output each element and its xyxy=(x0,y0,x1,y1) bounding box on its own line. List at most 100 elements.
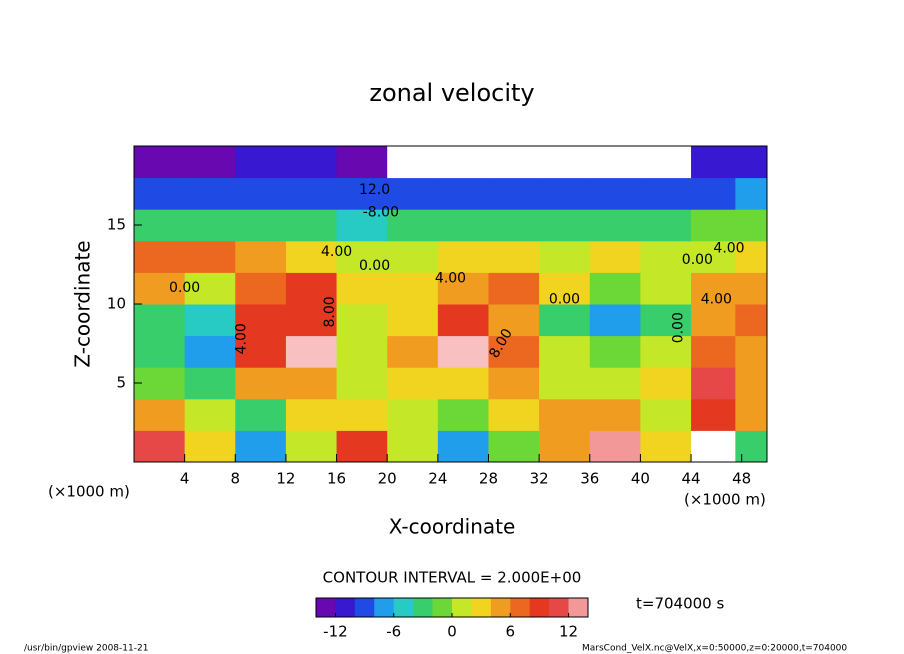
cell xyxy=(235,398,287,431)
cell xyxy=(184,240,236,273)
cell xyxy=(134,335,186,368)
colorbar-segment xyxy=(374,598,395,617)
cell xyxy=(589,304,641,337)
x-tick-label: 48 xyxy=(732,470,751,488)
cell xyxy=(387,367,439,400)
cell xyxy=(589,398,641,431)
x-axis-label: X-coordinate xyxy=(389,515,516,539)
cell xyxy=(539,304,591,337)
colorbar-segment xyxy=(529,598,550,617)
cell xyxy=(589,209,641,242)
contour-label: 12.0 xyxy=(359,182,390,198)
cell xyxy=(488,240,540,273)
cell xyxy=(539,367,591,400)
cell xyxy=(589,430,641,463)
x-unit: (×1000 m) xyxy=(684,491,766,509)
cell xyxy=(235,304,287,337)
cell xyxy=(285,430,338,463)
cell xyxy=(134,240,186,273)
cell xyxy=(691,335,736,368)
cell xyxy=(735,335,768,368)
cell xyxy=(387,430,439,463)
colorbar-segment xyxy=(432,598,453,617)
contour-label: 0.00 xyxy=(169,280,200,296)
x-tick-label: 36 xyxy=(580,470,599,488)
cell xyxy=(488,209,540,242)
cell xyxy=(539,335,591,368)
cell xyxy=(184,177,236,210)
cell xyxy=(735,367,768,400)
cell xyxy=(336,335,388,368)
footer-right: MarsCond_VelX.nc@VelX,x=0:50000,z=0:2000… xyxy=(582,644,847,654)
cell xyxy=(691,430,736,463)
cell xyxy=(735,398,768,431)
cell xyxy=(735,430,768,463)
cell xyxy=(539,146,591,179)
cell xyxy=(488,304,540,337)
colorbar-tick-label: -12 xyxy=(323,623,348,641)
cell xyxy=(235,430,287,463)
cell xyxy=(539,240,591,273)
cell xyxy=(285,335,338,368)
contour-label: 0.00 xyxy=(549,291,580,307)
cell xyxy=(134,272,186,305)
colorbar-segment xyxy=(510,598,531,617)
cell xyxy=(735,240,768,273)
cell xyxy=(285,398,338,431)
cell xyxy=(589,146,641,179)
cell xyxy=(184,146,236,179)
cell xyxy=(488,430,540,463)
y-axis-label: Z-coordinate xyxy=(71,240,95,367)
cell xyxy=(735,272,768,305)
x-tick-label: 4 xyxy=(180,470,190,488)
cell xyxy=(336,430,388,463)
cell xyxy=(437,367,489,400)
cell xyxy=(589,177,641,210)
x-tick-label: 16 xyxy=(327,470,346,488)
contour-label: 4.00 xyxy=(435,271,466,287)
cell xyxy=(184,209,236,242)
cell xyxy=(735,304,768,337)
colorbar-segment xyxy=(413,598,433,617)
cell xyxy=(589,367,641,400)
contour-label: 4.00 xyxy=(234,323,250,354)
contour-label: 8.00 xyxy=(322,296,338,327)
x-tick-label: 40 xyxy=(631,470,650,488)
cell xyxy=(285,240,338,273)
cell xyxy=(488,398,540,431)
cell xyxy=(640,146,692,179)
cell xyxy=(285,304,338,337)
cell xyxy=(488,177,540,210)
colorbar-segment xyxy=(393,598,414,617)
x-tick-label: 8 xyxy=(231,470,241,488)
cell xyxy=(488,367,540,400)
cell xyxy=(691,146,736,179)
cell xyxy=(336,304,388,337)
cell xyxy=(387,177,439,210)
time-label: t=704000 s xyxy=(636,595,724,613)
cell xyxy=(437,430,489,463)
cell xyxy=(691,304,736,337)
x-tick-label: 20 xyxy=(378,470,397,488)
colorbar-segment xyxy=(490,598,511,617)
cell xyxy=(640,398,692,431)
cell xyxy=(184,335,236,368)
cell xyxy=(285,367,338,400)
chart-title: zonal velocity xyxy=(369,79,534,107)
cell xyxy=(235,146,287,179)
cell xyxy=(184,272,236,305)
cell xyxy=(691,272,736,305)
cell xyxy=(437,398,489,431)
cell xyxy=(691,367,736,400)
cell xyxy=(640,304,692,337)
colorbar-segment xyxy=(568,598,589,617)
cell xyxy=(437,146,489,179)
cell xyxy=(589,272,641,305)
cell xyxy=(336,146,388,179)
cell xyxy=(134,398,186,431)
cell xyxy=(235,209,287,242)
cell xyxy=(539,272,591,305)
cell xyxy=(691,177,736,210)
y-unit: (×1000 m) xyxy=(48,483,130,501)
